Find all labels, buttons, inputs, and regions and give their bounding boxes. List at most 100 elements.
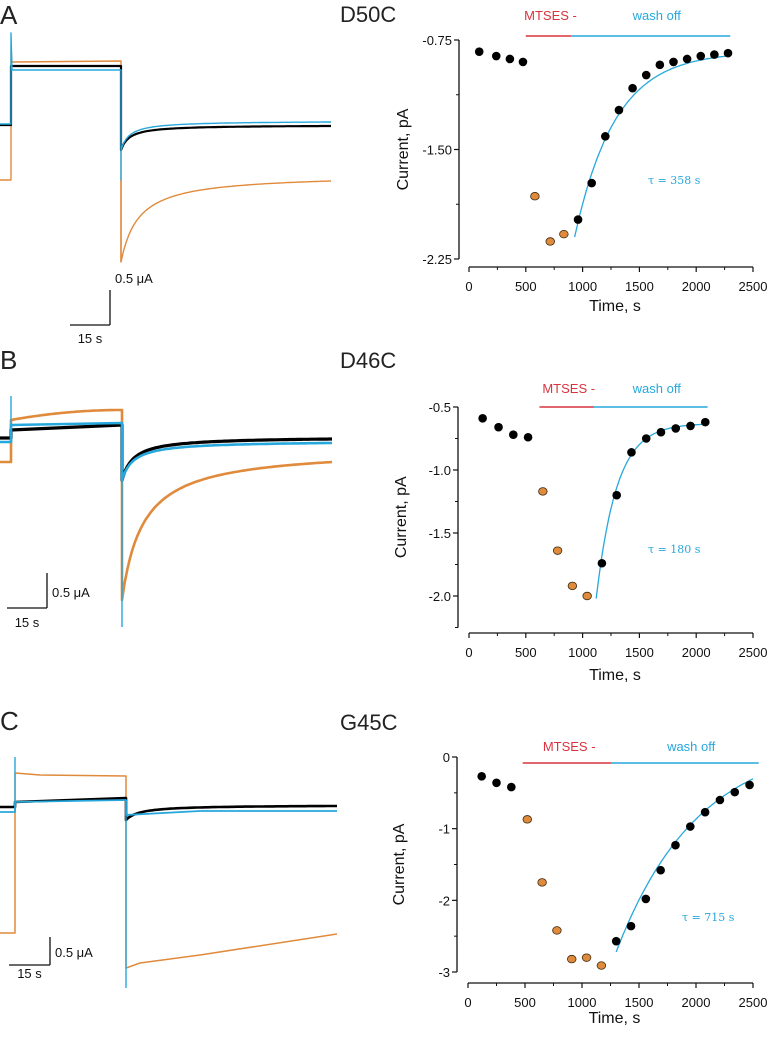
panel-c: C G45C 0.5 μA 15 s 0 -1 -2 -3 Current, pA 0 500… — [0, 706, 767, 1027]
data-point-wash — [682, 54, 692, 64]
data-point-wash — [626, 921, 636, 931]
trace-wash — [0, 32, 331, 181]
data-point-wash — [671, 424, 681, 433]
data-point-wash — [730, 787, 740, 797]
data-point-wash — [612, 490, 621, 500]
wash-label: wash off — [632, 381, 682, 396]
data-point-control — [507, 782, 516, 792]
scale-bar-b: 0.5 μA 15 s — [7, 573, 90, 630]
scale-current-label: 0.5 μA — [52, 585, 90, 600]
data-point-control — [478, 414, 487, 423]
x-axis-title: Time, s — [589, 298, 641, 315]
data-point-wash — [655, 60, 665, 70]
time-course-plot-c: 0 -1 -2 -3 Current, pA 0 500 1000 1500 2000 2500 Ti… — [391, 739, 767, 1027]
x-tick-label: 1000 — [568, 995, 597, 1010]
mtses-label: MTSES - — [542, 381, 595, 396]
x-tick-label: 2500 — [739, 279, 768, 294]
exponential-fit-line — [573, 55, 730, 238]
trace-mtses — [0, 46, 332, 263]
mutant-title-c: G45C — [340, 710, 398, 735]
mutant-title-b: D46C — [340, 348, 396, 373]
x-tick-label: 1500 — [625, 645, 654, 660]
trace-mtses — [0, 408, 333, 602]
data-point-control — [523, 432, 533, 442]
trace-mtses — [0, 772, 338, 969]
data-point-wash — [700, 417, 710, 427]
data-point-mtses — [567, 581, 578, 591]
exponential-fit-line — [615, 778, 754, 953]
data-point-wash — [597, 558, 607, 568]
data-point-wash — [696, 51, 706, 61]
data-point-mtses — [552, 926, 562, 935]
y-tick-label: -2.25 — [422, 252, 452, 267]
data-point-wash — [671, 840, 680, 850]
data-point-wash — [745, 780, 754, 790]
data-point-control — [474, 47, 484, 56]
data-point-wash — [686, 421, 695, 431]
data-point-wash — [573, 215, 583, 224]
time-course-plot-a: -0.75 -1.50 -2.25 Current, pA 0 500 1000 1500 20… — [395, 8, 767, 315]
y-tick-label: -1 — [438, 822, 450, 837]
data-point-mtses — [552, 546, 563, 555]
trace-wash — [0, 421, 332, 482]
data-point-mtses — [567, 954, 577, 964]
data-point-wash — [710, 50, 719, 59]
x-axis-title: Time, s — [589, 1010, 641, 1027]
x-tick-label: 0 — [465, 279, 472, 294]
x-axis-title: Time, s — [589, 667, 641, 684]
data-point-wash — [587, 178, 596, 188]
data-point-mtses — [582, 591, 592, 601]
mtses-label: MTSES - — [524, 8, 577, 23]
current-traces-a — [0, 32, 332, 263]
time-course-plot-b: -0.5 -1.0 -1.5 -2.0 Current, pA 0 500 1000 1500 2… — [393, 381, 767, 684]
exponential-fit-line — [595, 423, 707, 599]
x-tick-label: 0 — [464, 995, 471, 1010]
y-axis-title: Current, pA — [393, 476, 410, 558]
data-point-wash — [627, 448, 636, 457]
panel-letter-a: A — [0, 0, 18, 30]
y-tick-label: -2.0 — [429, 589, 451, 604]
current-traces-b — [0, 396, 333, 627]
data-point-control — [518, 57, 528, 67]
y-axis-title: Current, pA — [391, 823, 408, 905]
scale-current-label: 0.5 μA — [115, 271, 153, 286]
data-point-control — [491, 51, 501, 61]
panel-letter-c: C — [0, 706, 19, 736]
data-point-mtses — [596, 961, 607, 970]
x-tick-label: 1000 — [568, 645, 597, 660]
data-point-mtses — [581, 953, 592, 962]
y-tick-label: -1.5 — [429, 526, 451, 541]
data-point-wash — [700, 807, 710, 817]
wash-label: wash off — [632, 8, 682, 23]
mtses-label: MTSES - — [543, 739, 596, 754]
scale-current-label: 0.5 μA — [55, 945, 93, 960]
data-point-control — [494, 422, 503, 432]
y-tick-label: 0 — [443, 750, 450, 765]
y-tick-label: -0.75 — [422, 33, 452, 48]
panel-b: B D46C 0.5 μA 15 s -0.5 -1.0 -1.5 -2.0 Curren… — [0, 345, 767, 684]
data-point-mtses — [530, 192, 540, 201]
x-tick-label: 2000 — [682, 279, 711, 294]
y-tick-label: -3 — [438, 965, 450, 980]
y-tick-label: -2 — [438, 893, 450, 908]
y-tick-label: -0.5 — [429, 400, 451, 415]
x-tick-label: 500 — [515, 279, 537, 294]
data-point-control — [477, 772, 486, 781]
data-point-control — [492, 778, 501, 788]
data-point-control — [509, 430, 518, 440]
mutant-title-a: D50C — [340, 2, 396, 27]
data-point-wash — [656, 427, 666, 437]
x-tick-label: 1500 — [625, 995, 654, 1010]
data-point-wash — [641, 70, 651, 80]
x-tick-label: 1000 — [568, 279, 597, 294]
data-point-wash — [641, 894, 651, 904]
wash-label: wash off — [666, 739, 716, 754]
data-point-mtses — [538, 487, 548, 496]
x-tick-label: 2500 — [739, 995, 768, 1010]
x-tick-label: 2000 — [682, 645, 711, 660]
x-tick-label: 0 — [465, 645, 472, 660]
scale-time-label: 15 s — [78, 331, 103, 346]
y-tick-label: -1.50 — [422, 143, 452, 158]
tau-label: τ = 358 s — [648, 174, 701, 187]
